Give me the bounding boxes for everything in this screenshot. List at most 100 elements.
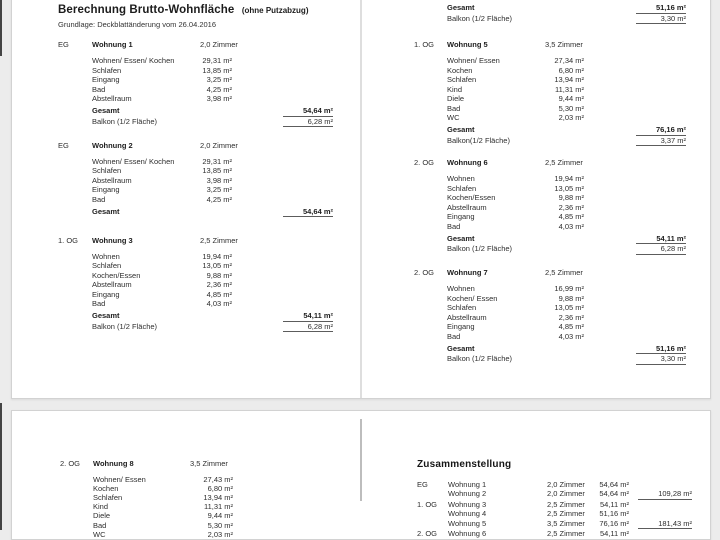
summary-subtotal: 181,43 m² [638,519,692,530]
room-row: Abstellraum 2,36 m² [447,313,686,323]
room-label: Abstellraum [92,94,132,103]
room-row: Schlafen 13,05 m² [92,261,333,271]
room-area-value: 4,25 m² [206,84,232,94]
room-area-value: 16,99 m² [554,284,584,293]
summary-floor: EG [417,480,428,489]
balkon-row: Balkon (1/2 Fläche) 6,28 m² [92,321,333,332]
floor-label: 1. OG [414,40,435,49]
summary-row: Wohnung 2 2,0 Zimmer 54,64 m² 109,28 m² [417,489,692,500]
document-title-line: Berechnung Brutto-Wohnfläche (ohne Putza… [58,2,308,18]
room-area-value: 3,25 m² [206,185,232,194]
room-label: Schlafen [92,65,122,75]
balkon-label: Balkon (1/2 Fläche) [447,244,513,253]
document-title-note: (ohne Putzabzug) [241,6,309,15]
summary-zimmer: 2,5 Zimmer [547,509,585,519]
summary-subtotal [638,509,692,518]
total-row: Gesamt 54,64 m² [92,207,333,217]
summary-row: 1. OG Wohnung 3 2,5 Zimmer 54,11 m² [417,500,689,509]
page-1: Berechnung Brutto-Wohnfläche (ohne Putza… [11,0,711,399]
summary-zimmer: 2,5 Zimmer [547,529,585,539]
zimmer-count: 2,0 Zimmer [200,140,238,150]
zimmer-count: 2,0 Zimmer [200,40,238,49]
scan-edge-artifact [0,403,2,530]
room-row: Schlafen 13,94 m² [447,75,686,85]
total-row: Gesamt 76,16 m² [447,125,686,136]
room-area-value: 29,31 m² [202,156,232,166]
room-row: Wohnen 19,94 m² [447,174,686,184]
summary-area: 76,16 m² [599,518,629,528]
room-row: Kochen/ Essen 9,88 m² [447,294,686,304]
room-label: Diele [93,511,111,521]
summary-unit: Wohnung 4 [448,509,487,519]
room-label: Abstellraum [92,280,132,289]
room-area-value: 13,85 m² [202,65,232,75]
summary-unit: Wohnung 5 [448,518,487,528]
room-list: Wohnen/ Essen 27,43 m² Kochen 6,80 m² Schlaf… [60,475,333,539]
room-row: Wohnen 19,94 m² [92,252,333,262]
room-row: Eingang 3,25 m² [92,75,333,85]
total-row: Gesamt 54,64 m² [92,106,333,117]
apartment-block: EG Wohnung 2 2,0 Zimmer Wohnen/ Essen/ Koch… [58,141,333,217]
summary-subtotal [638,529,692,538]
room-label: Bad [447,103,461,113]
apartment-block: 1. OG Wohnung 3 2,5 Zimmer Wohnen 19,94 m² Sc… [58,235,333,332]
summary-subtotal [638,480,692,489]
summary-unit: Wohnung 6 [448,529,487,539]
room-label: Bad [447,221,461,231]
room-label: Kind [447,84,463,94]
total-label: Gesamt [447,3,475,12]
summary-row: Wohnung 5 3,5 Zimmer 76,16 m² 181,43 m² [417,518,692,530]
room-area-value: 9,88 m² [206,270,232,280]
room-area-value: 11,31 m² [203,502,233,512]
room-area-value: 19,94 m² [554,174,584,183]
apartment-header: EG Wohnung 2 2,0 Zimmer [58,141,333,151]
page2-left-column: 2. OG Wohnung 8 3,5 Zimmer Wohnen/ Essen 27,… [60,411,333,539]
room-row: Bad 4,03 m² [92,299,333,309]
apartment-header: 2. OG Wohnung 8 3,5 Zimmer [60,459,333,469]
room-label: Abstellraum [92,175,132,185]
room-row: Schlafen 13,94 m² [93,493,333,502]
room-row: Bad 4,03 m² [447,222,686,232]
balkon-row: Balkon (1/2 Fläche) 3,30 m² [447,354,686,365]
total-value: 54,11 m² [283,311,333,322]
summary-row: EG Wohnung 1 2,0 Zimmer 54,64 m² [417,480,689,489]
zimmer-count: 2,5 Zimmer [200,235,238,245]
room-area-value: 4,03 m² [206,299,232,308]
room-label: WC [93,529,106,539]
room-area-value: 4,25 m² [206,194,232,204]
room-label: Kochen [93,483,119,493]
scan-edge-artifact [0,0,2,56]
room-label: Schlafen [92,166,122,175]
room-label: Abstellraum [447,312,487,322]
balkon-value: 6,28 m² [636,244,686,255]
room-list: Wohnen/ Essen 27,34 m² Kochen 6,80 m² Schlaf… [414,56,686,123]
room-label: Eingang [92,185,120,194]
room-label: Kochen/Essen [92,270,141,280]
room-row: Bad 4,03 m² [447,332,686,342]
apartment-header: EG Wohnung 1 2,0 Zimmer [58,40,333,50]
balkon-label: Balkon (1/2 Fläche) [92,321,158,331]
room-label: Wohnen [447,174,475,183]
page1-left-column: EG Wohnung 1 2,0 Zimmer Wohnen/ Essen/ Koch… [58,0,333,398]
room-row: Bad 5,30 m² [447,104,686,114]
room-area-value: 4,03 m² [558,221,584,231]
total-label: Gesamt [447,233,475,243]
room-row: Kind 11,31 m² [447,85,686,95]
apartment-header: 1. OG Wohnung 5 3,5 Zimmer [414,40,686,50]
summary-unit: Wohnung 2 [448,489,487,499]
room-label: Wohnen/ Essen [93,474,146,484]
room-label: Wohnen/ Essen/ Kochen [92,56,175,65]
room-area-value: 3,98 m² [206,94,232,103]
room-row: Diele 9,44 m² [93,511,333,520]
room-row: Abstellraum 3,98 m² [92,176,333,186]
summary-floor [417,519,448,529]
room-row: Wohnen 16,99 m² [447,284,686,294]
unit-title: Wohnung 6 [447,158,488,167]
room-area-value: 2,03 m² [558,113,584,122]
room-list: Wohnen/ Essen/ Kochen 29,31 m² Schlafen 13,… [58,157,333,205]
room-label: Schlafen [447,303,477,312]
total-row: Gesamt 51,16 m² [447,344,686,354]
room-row: Schlafen 13,85 m² [92,166,333,176]
page-fold-line [360,0,362,398]
unit-title: Wohnung 5 [447,40,488,49]
